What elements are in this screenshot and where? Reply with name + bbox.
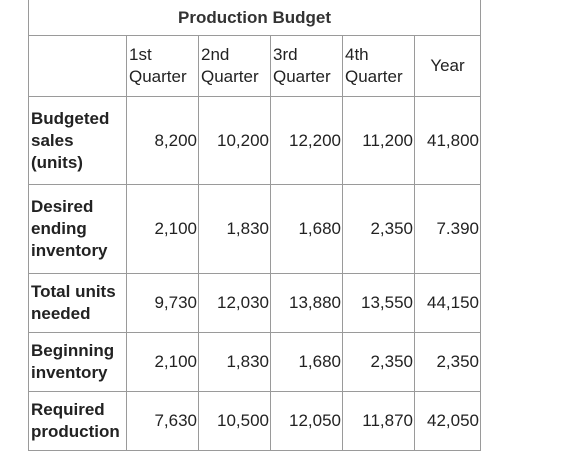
cell-value: 1,830 xyxy=(198,332,271,392)
table-title: Production Budget xyxy=(28,0,481,36)
header-row: 1st Quarter 2nd Quarter 3rd Quarter 4th Quar… xyxy=(28,35,481,97)
cell-value: 9,730 xyxy=(126,273,199,333)
table-row: Required production 7,630 10,500 12,050 1… xyxy=(28,391,481,451)
cell-value: 8,200 xyxy=(126,96,199,185)
cell-value: 13,550 xyxy=(342,273,415,333)
cell-value-year: 7.390 xyxy=(414,184,481,274)
table-row: Total units needed 9,730 12,030 13,880 13… xyxy=(28,273,481,333)
cell-value: 1,830 xyxy=(198,184,271,274)
header-q4: 4th Quarter xyxy=(342,35,415,97)
row-label-beginning-inventory: Beginning inventory xyxy=(28,332,127,392)
cell-value: 1,680 xyxy=(270,184,343,274)
cell-value: 13,880 xyxy=(270,273,343,333)
cell-value: 2,350 xyxy=(342,184,415,274)
header-q1: 1st Quarter xyxy=(126,35,199,97)
cell-value: 1,680 xyxy=(270,332,343,392)
cell-value: 7,630 xyxy=(126,391,199,451)
cell-value: 2,350 xyxy=(342,332,415,392)
cell-value-year: 2,350 xyxy=(414,332,481,392)
cell-value: 2,100 xyxy=(126,184,199,274)
production-budget-table: Production Budget 1st Quarter 2nd Quarter … xyxy=(28,0,481,451)
cell-value: 2,100 xyxy=(126,332,199,392)
table-row: Desired ending inventory 2,100 1,830 1,680… xyxy=(28,184,481,274)
cell-value-year: 41,800 xyxy=(414,96,481,185)
header-empty-cell xyxy=(28,35,127,97)
cell-value: 10,200 xyxy=(198,96,271,185)
header-year: Year xyxy=(414,35,481,97)
row-label-budgeted-sales: Budgeted sales (units) xyxy=(28,96,127,185)
cell-value: 12,200 xyxy=(270,96,343,185)
table-row: Budgeted sales (units) 8,200 10,200 12,200… xyxy=(28,96,481,185)
row-label-desired-ending-inventory: Desired ending inventory xyxy=(28,184,127,274)
cell-value-year: 44,150 xyxy=(414,273,481,333)
cell-value: 12,030 xyxy=(198,273,271,333)
cell-value: 11,870 xyxy=(342,391,415,451)
cell-value: 10,500 xyxy=(198,391,271,451)
cell-value: 12,050 xyxy=(270,391,343,451)
cell-value: 11,200 xyxy=(342,96,415,185)
row-label-total-units-needed: Total units needed xyxy=(28,273,127,333)
header-q3: 3rd Quarter xyxy=(270,35,343,97)
row-label-required-production: Required production xyxy=(28,391,127,451)
cell-value-year: 42,050 xyxy=(414,391,481,451)
table-row: Beginning inventory 2,100 1,830 1,680 2,3… xyxy=(28,332,481,392)
header-q2: 2nd Quarter xyxy=(198,35,271,97)
